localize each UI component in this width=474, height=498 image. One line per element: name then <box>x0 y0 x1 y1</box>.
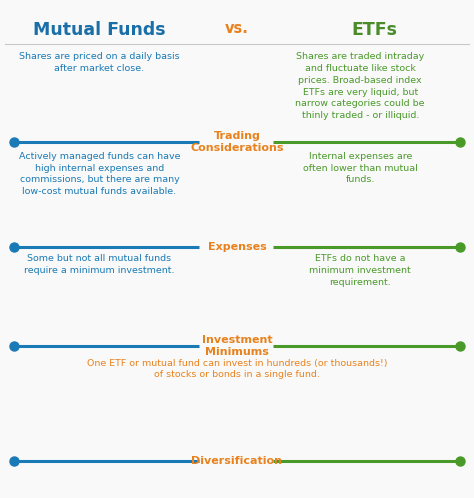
Text: Some but not all mutual funds
require a minimum investment.: Some but not all mutual funds require a … <box>24 254 175 275</box>
Text: Shares are traded intraday
and fluctuate like stock
prices. Broad-based index
ET: Shares are traded intraday and fluctuate… <box>295 52 425 121</box>
Text: Diversification: Diversification <box>191 456 283 466</box>
Text: Internal expenses are
often lower than mutual
funds.: Internal expenses are often lower than m… <box>303 152 418 184</box>
Text: Mutual Funds: Mutual Funds <box>33 21 166 39</box>
Text: Shares are priced on a daily basis
after market close.: Shares are priced on a daily basis after… <box>19 52 180 73</box>
Text: Expenses: Expenses <box>208 242 266 251</box>
Text: One ETF or mutual fund can invest in hundreds (or thousands!)
of stocks or bonds: One ETF or mutual fund can invest in hun… <box>87 359 387 379</box>
Text: ETFs: ETFs <box>351 21 398 39</box>
Text: Trading
Considerations: Trading Considerations <box>190 131 284 153</box>
Text: Actively managed funds can have
high internal expenses and
commissions, but ther: Actively managed funds can have high int… <box>19 152 180 196</box>
Text: Investment
Minimums: Investment Minimums <box>202 335 272 357</box>
Text: vs.: vs. <box>225 21 249 36</box>
Text: ETFs do not have a
minimum investment
requirement.: ETFs do not have a minimum investment re… <box>310 254 411 286</box>
